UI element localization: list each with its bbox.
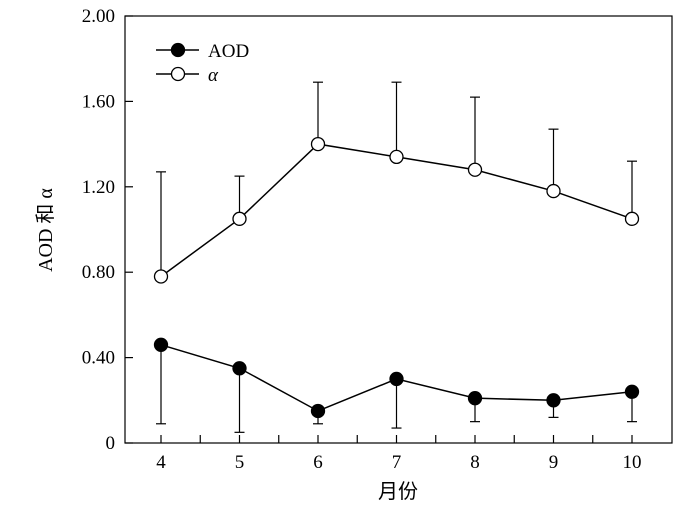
data-point bbox=[624, 211, 640, 226]
y-axis-ticks: 0 0.40 0.80 1.20 1.60 2.00 bbox=[82, 6, 133, 454]
data-point bbox=[467, 162, 483, 177]
legend-aod-marker bbox=[170, 42, 186, 58]
data-point bbox=[310, 136, 326, 152]
data-point bbox=[389, 149, 404, 165]
x-tick-label: 7 bbox=[392, 452, 402, 473]
series-layer bbox=[153, 81, 640, 433]
legend-alpha-marker bbox=[170, 66, 186, 82]
data-point bbox=[467, 391, 483, 406]
y-tick-label: 1.60 bbox=[82, 91, 115, 112]
plot-frame bbox=[124, 15, 673, 444]
x-axis-title: 月份 bbox=[378, 480, 418, 503]
axes bbox=[124, 15, 673, 444]
series-aod bbox=[153, 337, 640, 433]
y-tick-label: 1.20 bbox=[82, 177, 115, 198]
x-axis-ticks: 4 5 6 7 8 9 10 bbox=[156, 435, 642, 473]
y-axis-title: AOD 和 α bbox=[34, 188, 57, 272]
legend: AOD α bbox=[156, 41, 249, 86]
data-point bbox=[389, 371, 404, 387]
data-point bbox=[310, 403, 326, 419]
y-tick-label: 0.40 bbox=[82, 348, 115, 369]
data-point bbox=[546, 393, 561, 408]
data-point bbox=[153, 269, 169, 284]
x-tick-label: 8 bbox=[470, 452, 480, 473]
legend-alpha-label: α bbox=[208, 65, 219, 86]
legend-aod-label: AOD bbox=[208, 41, 249, 62]
x-tick-label: 4 bbox=[156, 452, 166, 473]
data-point bbox=[232, 361, 247, 376]
data-point bbox=[232, 211, 247, 226]
data-point bbox=[153, 337, 169, 352]
y-tick-label: 0 bbox=[106, 433, 116, 454]
series-alpha bbox=[153, 81, 640, 284]
x-tick-label: 6 bbox=[313, 452, 323, 473]
data-point bbox=[624, 384, 640, 399]
y-tick-label: 0.80 bbox=[82, 262, 115, 283]
x-tick-label: 9 bbox=[549, 452, 559, 473]
y-tick-label: 2.00 bbox=[82, 6, 115, 27]
x-tick-label: 10 bbox=[623, 452, 642, 473]
data-point bbox=[546, 183, 561, 199]
x-tick-label: 5 bbox=[235, 452, 245, 473]
